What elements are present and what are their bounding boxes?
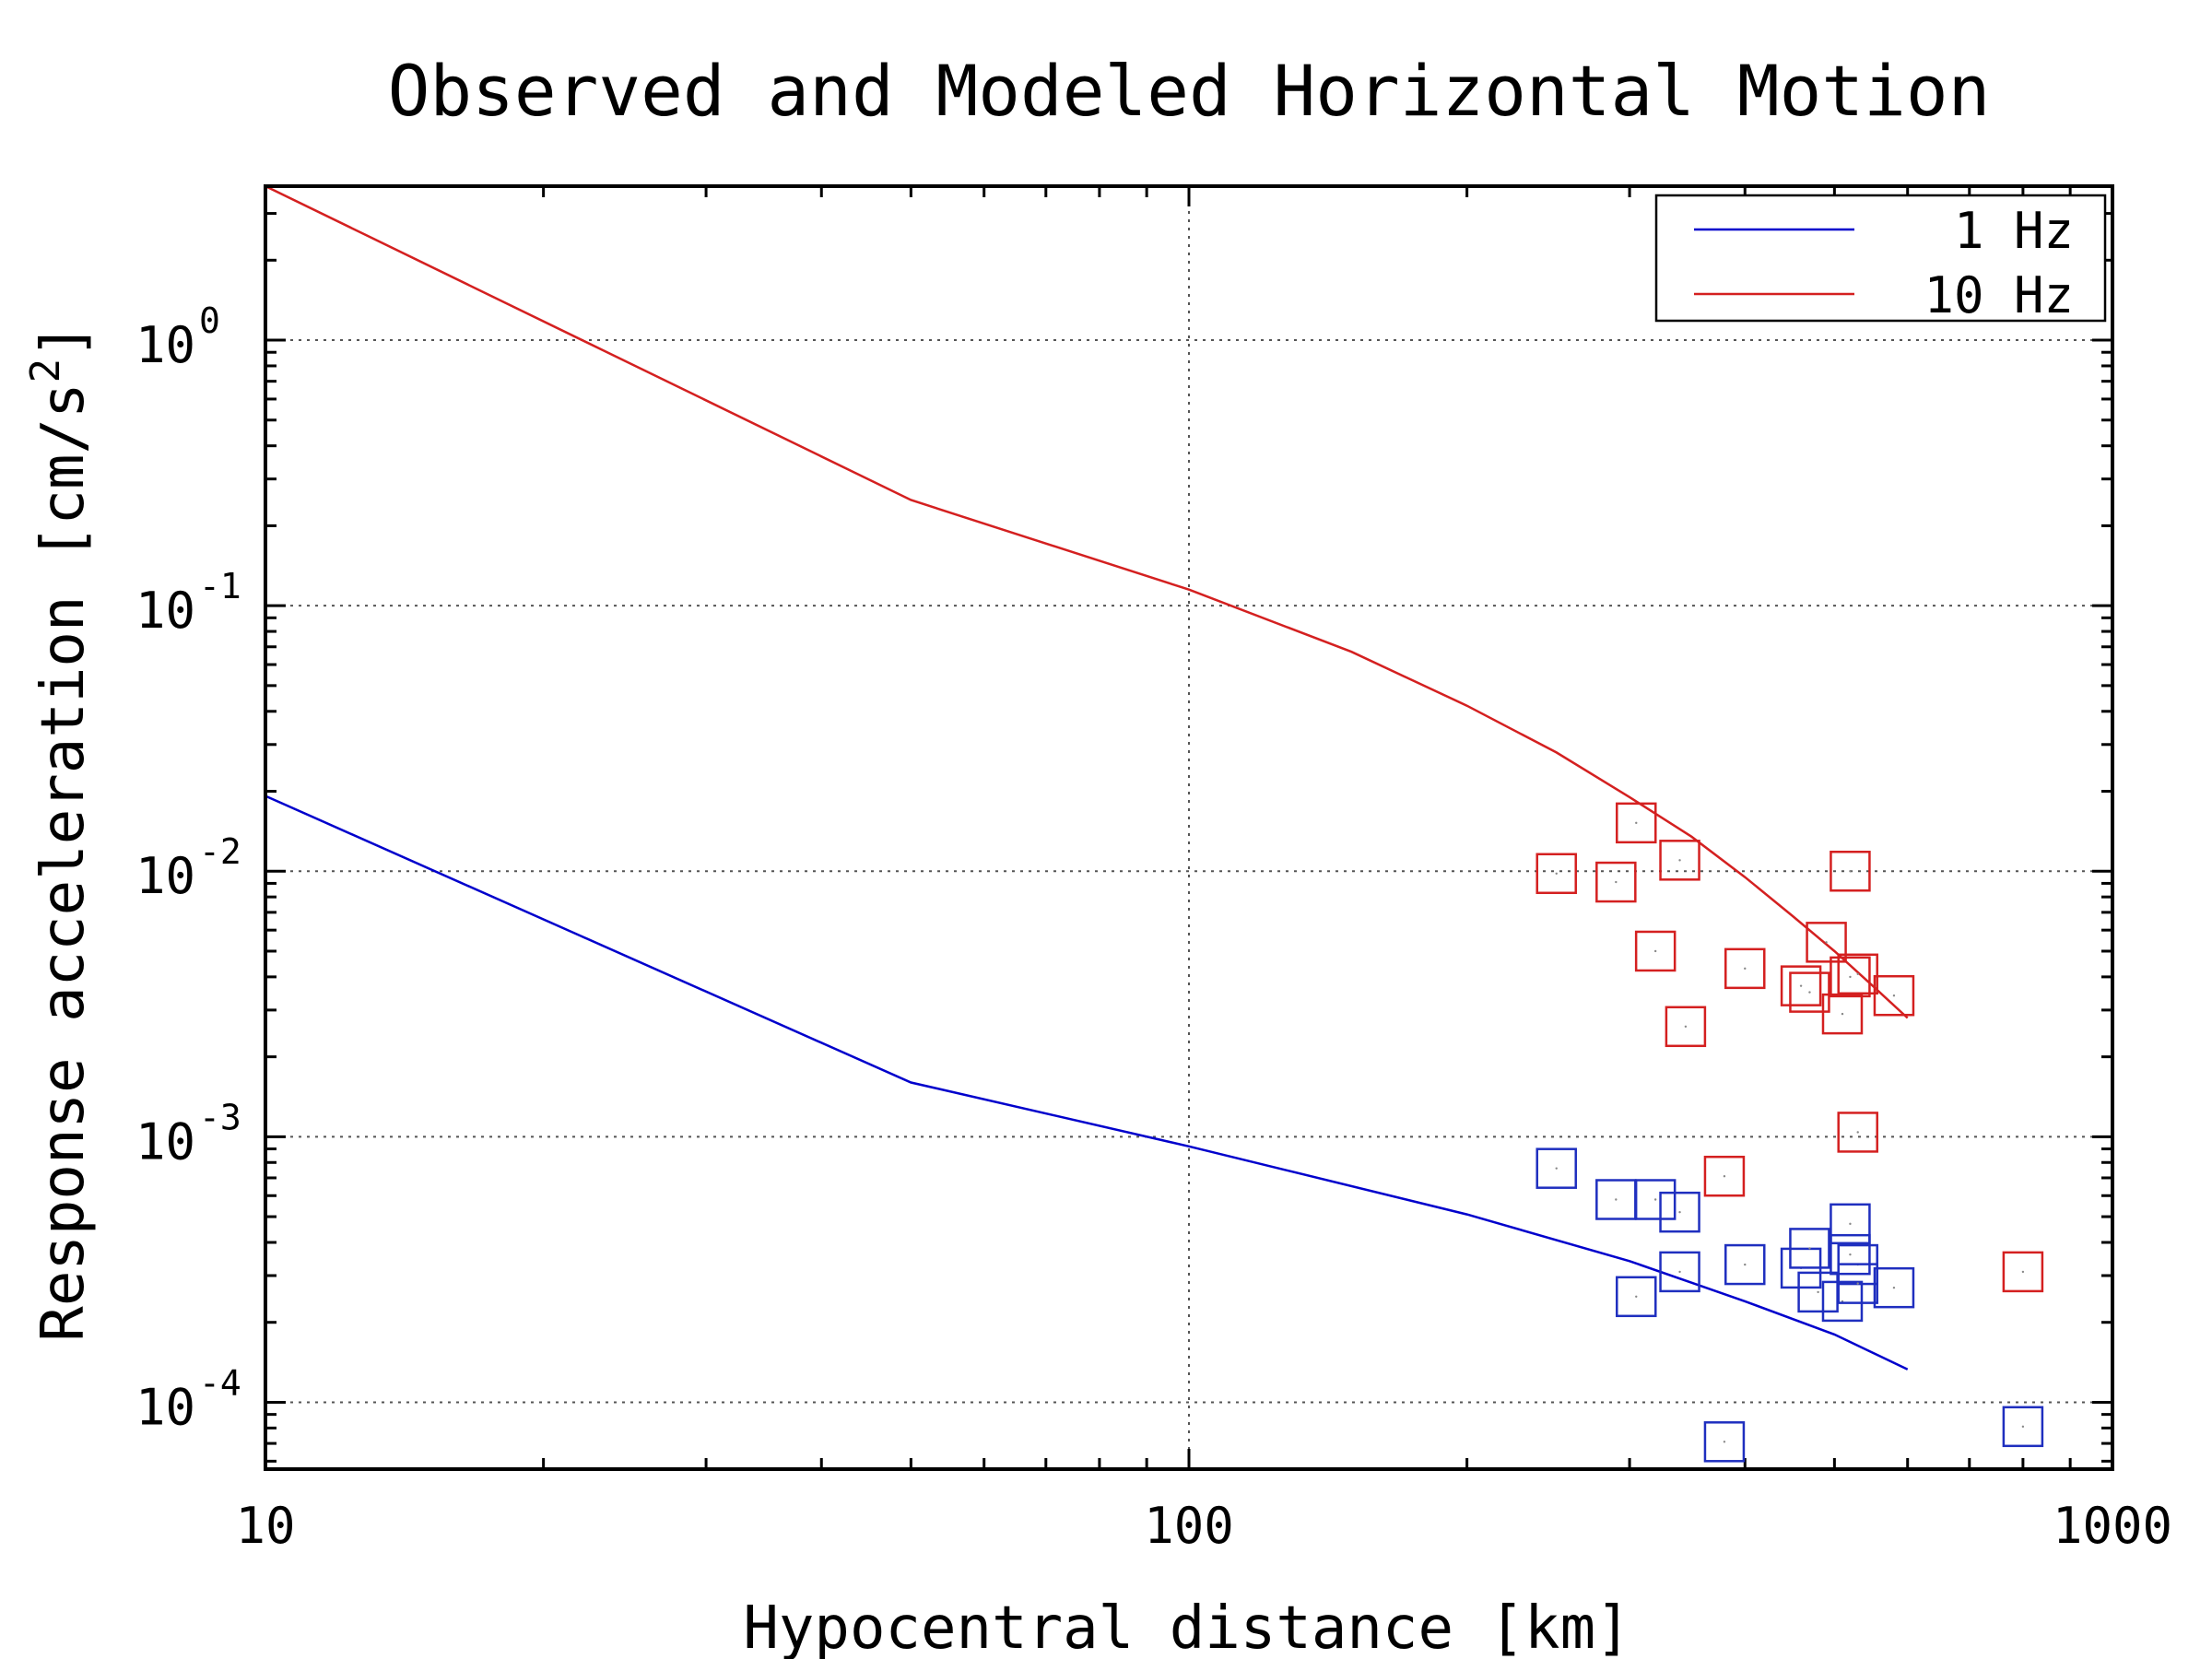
observed-marker (1535, 1147, 1577, 1189)
model-line-0 (265, 794, 1909, 1371)
observed-marker-dot (1744, 967, 1747, 971)
model-lines (265, 184, 1909, 1371)
observed-marker-dot (1892, 1286, 1896, 1289)
observed-marker (1616, 802, 1657, 844)
observed-marker (1837, 953, 1878, 995)
observed-marker-dot (1615, 1198, 1618, 1201)
y-tick-exponent: -3 (199, 1097, 241, 1137)
observed-marker (1821, 993, 1864, 1035)
plot-frame (264, 184, 2114, 1471)
observed-marker-dot (1744, 1263, 1747, 1266)
observed-marker (1830, 1233, 1871, 1276)
observed-marker (1724, 1243, 1766, 1286)
observed-marker (1659, 1251, 1700, 1293)
observed-marker-dot (1653, 949, 1657, 953)
observed-marker (1634, 1179, 1677, 1220)
y-tick-label: 10 (135, 1112, 195, 1171)
observed-marker-dot (1678, 1270, 1681, 1274)
observed-marker-dot (1808, 991, 1811, 994)
observed-marker (2002, 1406, 2044, 1448)
model-line-1 (265, 184, 1909, 1019)
y-tick-exponent: -1 (199, 566, 241, 606)
observed-marker (1703, 1155, 1746, 1197)
observed-marker-dot (1615, 880, 1618, 884)
x-tick-label: 100 (1144, 1497, 1234, 1555)
observed-marker (1535, 853, 1577, 895)
legend-box (1654, 194, 2107, 323)
observed-marker-dot (1635, 1295, 1638, 1299)
legend-label: 10 Hz (1924, 266, 2074, 324)
observed-marker (1616, 1276, 1657, 1318)
legend: 1 Hz 10 Hz (1654, 194, 2107, 324)
observed-marker (1789, 1228, 1830, 1269)
observed-marker (2002, 1251, 2044, 1293)
observed-marker (1703, 1421, 1746, 1463)
observed-marker (1821, 1280, 1864, 1323)
grid (265, 186, 2112, 1469)
observed-marker-dot (1856, 1282, 1859, 1285)
observed-marker (1873, 1266, 1915, 1309)
observed-marker (1837, 1263, 1878, 1304)
y-tick-exponent: -2 (199, 831, 241, 872)
observed-marker-dot (1555, 872, 1558, 875)
observed-marker-dot (1684, 1025, 1688, 1028)
y-tick-exponent: -4 (199, 1362, 241, 1403)
observed-marker (1595, 861, 1637, 903)
y-tick-label: 10 (135, 1378, 195, 1436)
observed-marker (1780, 965, 1822, 1006)
observed-marker-dot (1723, 1175, 1726, 1178)
observed-marker-dot (1678, 1210, 1681, 1214)
observed-marker-dot (1841, 1012, 1844, 1016)
observed-marker-dot (1653, 1198, 1657, 1201)
observed-marker (1873, 974, 1915, 1017)
y-tick-label: 10 (135, 316, 195, 374)
observed-marker (1806, 922, 1847, 963)
observed-marker-dot (1856, 1131, 1859, 1134)
observed-marker (1830, 956, 1871, 998)
observed-marker (1830, 850, 1871, 892)
observed-marker-dot (1799, 984, 1803, 987)
observed-marker-dot (1635, 821, 1638, 825)
legend-label: 1 Hz (1954, 202, 2074, 260)
observed-marker-dot (2021, 1425, 2025, 1429)
observed-markers (1535, 802, 2044, 1463)
observed-marker-dot (1849, 870, 1852, 873)
observed-marker-dot (1856, 972, 1859, 976)
observed-marker-dot (1892, 994, 1896, 997)
observed-marker (1830, 1203, 1871, 1245)
observed-marker (1665, 1006, 1707, 1048)
y-tick-label: 10 (135, 847, 195, 905)
observed-marker-dot (1678, 859, 1681, 862)
observed-marker (1659, 840, 1700, 881)
x-tick-label: 1000 (2053, 1497, 2172, 1555)
observed-marker-dot (1723, 1441, 1726, 1443)
y-tick-exponent: 0 (199, 300, 220, 341)
observed-marker (1634, 930, 1677, 972)
observed-marker (1724, 947, 1766, 990)
observed-marker (1659, 1191, 1700, 1233)
x-tick-labels: 10 100 1000 (235, 1497, 2172, 1555)
y-tick-label: 10 (135, 582, 195, 640)
y-axis-label: Response acceleration [cm/s2] (22, 323, 98, 1341)
observed-marker-dot (1808, 1247, 1811, 1250)
observed-marker (1837, 1112, 1878, 1153)
x-axis-label: Hypocentral distance [km] (743, 1594, 1630, 1659)
observed-marker-dot (1849, 1222, 1852, 1226)
observed-marker (1789, 971, 1830, 1013)
observed-marker-dot (1849, 975, 1852, 979)
chart-title: Observed and Modeled Horizontal Motion (388, 50, 1991, 132)
observed-marker-dot (1825, 941, 1828, 944)
observed-marker-dot (1849, 1253, 1852, 1256)
x-tick-label: 10 (235, 1497, 295, 1555)
observed-marker-dot (1817, 1290, 1819, 1294)
observed-marker-dot (2021, 1270, 2025, 1274)
observed-marker-dot (1555, 1167, 1558, 1170)
